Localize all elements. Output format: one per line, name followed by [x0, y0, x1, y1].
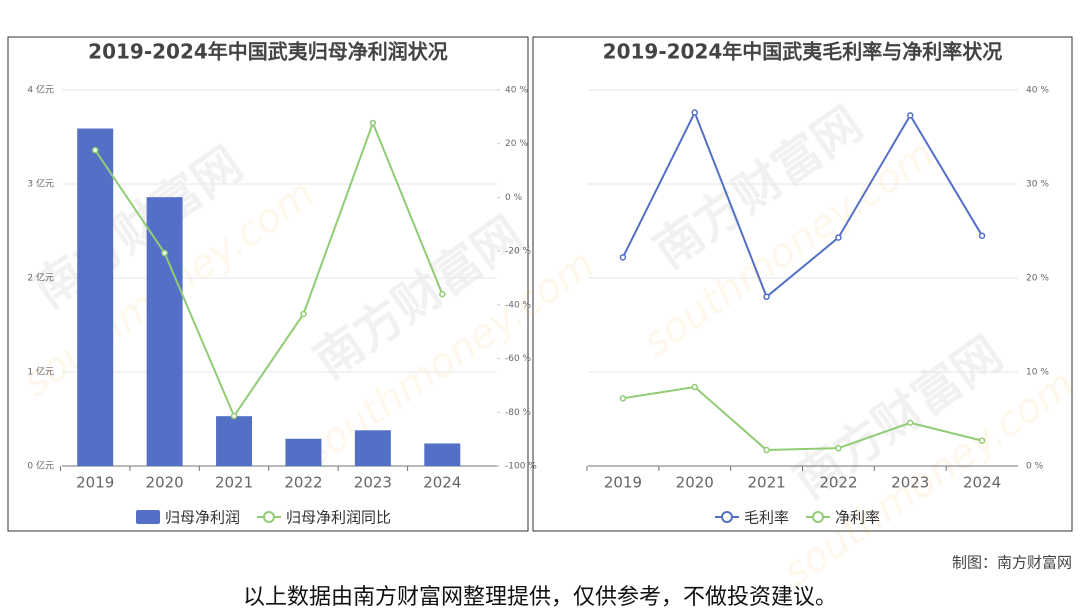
line-point — [230, 412, 238, 420]
y2-tick-label: -80 % — [505, 408, 532, 418]
line-point — [763, 446, 770, 454]
line-point — [619, 254, 627, 261]
x-tick-label: 2022 — [819, 474, 857, 492]
line-point — [907, 112, 914, 119]
legend-label: 净利率 — [835, 509, 880, 527]
y2-tick-label: 40 % — [505, 86, 528, 96]
x-tick-label: 2020 — [676, 474, 714, 492]
legend-item: 毛利率 — [715, 509, 789, 527]
line-point — [439, 290, 446, 298]
legend-label: 归母净利润同比 — [286, 509, 391, 527]
y-tick-label: 40 % — [1026, 86, 1049, 96]
x-tick-label: 2024 — [423, 474, 461, 492]
x-tick-label: 2021 — [747, 474, 785, 492]
line-point — [978, 437, 986, 444]
chart-frame — [7, 36, 529, 532]
y2-tick-label: 0 % — [505, 193, 523, 203]
line-point — [691, 383, 698, 391]
line-point — [835, 234, 842, 241]
y2-tick-label: -100 % — [505, 462, 537, 472]
line-point — [369, 119, 377, 127]
line — [622, 110, 983, 299]
chart-title: 2019-2024年中国武夷归母净利润状况 — [88, 40, 448, 64]
x-tick-label: 2022 — [284, 474, 322, 492]
line — [94, 120, 444, 419]
x-tick-label: 2020 — [146, 474, 184, 492]
bar — [354, 430, 391, 466]
line-point — [763, 293, 770, 301]
line-point — [907, 419, 914, 427]
legend-swatch — [812, 511, 824, 523]
y2-tick-label: -40 % — [505, 300, 532, 310]
y2-tick-label: -20 % — [505, 247, 532, 257]
bar — [216, 416, 253, 466]
x-tick-label: 2024 — [963, 474, 1001, 492]
line — [622, 385, 983, 452]
y-tick-label: 20 % — [1026, 274, 1049, 284]
legend-swatch — [136, 510, 160, 524]
y-tick-label: 1 亿元 — [27, 366, 54, 378]
credit: 制图：南方财富网 — [952, 554, 1072, 572]
y2-tick-label: 20 % — [505, 139, 528, 149]
line-point — [978, 232, 986, 239]
y-tick-label: 2 亿元 — [27, 272, 54, 284]
bar — [146, 197, 183, 466]
line-point — [300, 310, 307, 318]
legend-item: 归母净利润 — [136, 509, 240, 527]
legend-item: 归母净利润同比 — [257, 509, 391, 527]
x-tick-label: 2019 — [76, 474, 114, 492]
bar — [77, 128, 114, 467]
line-point — [91, 146, 99, 154]
line-point — [161, 249, 168, 257]
legend-item: 净利率 — [806, 509, 880, 527]
bar — [424, 443, 461, 466]
chart-title: 2019-2024年中国武夷毛利率与净利率状况 — [603, 40, 1003, 64]
legend-label: 归母净利润 — [165, 509, 240, 527]
legend-swatch — [721, 511, 733, 523]
bar — [285, 438, 322, 466]
x-tick-label: 2023 — [891, 474, 929, 492]
legend-swatch — [263, 511, 275, 523]
y-tick-label: 0 % — [1026, 462, 1044, 472]
line-point — [619, 395, 627, 402]
line-point — [835, 444, 842, 452]
y-tick-label: 30 % — [1026, 180, 1049, 190]
y-tick-label: 3 亿元 — [27, 178, 54, 190]
x-tick-label: 2023 — [354, 474, 392, 492]
chart-frame — [532, 36, 1073, 532]
disclaimer: 以上数据由南方财富网整理提供，仅供参考，不做投资建议。 — [243, 585, 837, 610]
y2-tick-label: -60 % — [505, 354, 532, 364]
x-tick-label: 2021 — [215, 474, 253, 492]
legend-label: 毛利率 — [744, 509, 789, 527]
y-tick-label: 4 亿元 — [27, 84, 54, 96]
y-tick-label: 0 亿元 — [27, 460, 54, 472]
x-tick-label: 2019 — [604, 474, 642, 492]
line-point — [691, 109, 698, 116]
y-tick-label: 10 % — [1026, 368, 1049, 378]
